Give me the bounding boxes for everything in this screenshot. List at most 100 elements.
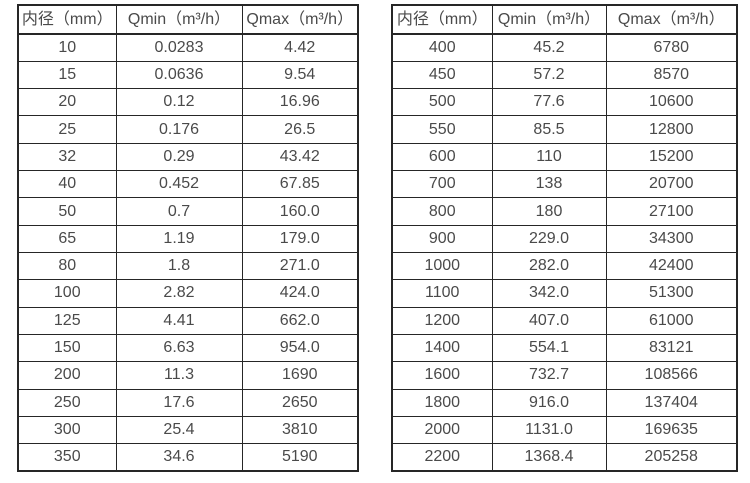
table-row: 10 0.0283 4.42 [17, 33, 359, 62]
table-row: 550 85.5 12800 [391, 115, 738, 144]
table-cell: 1800 [391, 388, 493, 417]
table-cell: 1690 [241, 361, 359, 390]
table-cell: 1.8 [115, 251, 243, 281]
table-cell: 25.4 [115, 415, 243, 445]
table-cell: 137404 [605, 388, 738, 417]
table-cell: 500 [391, 88, 493, 117]
table-cell: 205258 [605, 443, 738, 472]
table-row: 350 34.6 5190 [17, 443, 359, 472]
table-cell: 11.3 [115, 361, 243, 390]
table-cell: 1400 [391, 333, 493, 363]
table-row: 2000 1131.0 169635 [391, 415, 738, 445]
table-cell: 662.0 [241, 306, 359, 335]
table-cell: 160.0 [241, 197, 359, 226]
table-row: 1400 554.1 83121 [391, 333, 738, 363]
table-cell: 229.0 [491, 224, 607, 254]
table-cell: 10 [17, 33, 117, 62]
table-cell: 407.0 [491, 306, 607, 335]
table-row: 600 110 15200 [391, 142, 738, 172]
table-cell: 20700 [605, 170, 738, 199]
column-header: Qmin（m³/h） [491, 4, 607, 35]
table-cell: 138 [491, 170, 607, 199]
table-row: 300 25.4 3810 [17, 415, 359, 445]
column-header: Qmax（m³/h） [241, 4, 359, 35]
table-cell: 700 [391, 170, 493, 199]
table-cell: 3810 [241, 415, 359, 445]
table-cell: 200 [17, 361, 117, 390]
table-cell: 732.7 [491, 361, 607, 390]
table-cell: 10600 [605, 88, 738, 117]
table-row: 700 138 20700 [391, 170, 738, 199]
table-cell: 169635 [605, 415, 738, 445]
table-cell: 34300 [605, 224, 738, 254]
table-cell: 450 [391, 60, 493, 90]
table-cell: 51300 [605, 279, 738, 308]
table-cell: 0.29 [115, 142, 243, 172]
table-cell: 0.0636 [115, 60, 243, 90]
table-row: 400 45.2 6780 [391, 33, 738, 62]
table-cell: 26.5 [241, 115, 359, 144]
table-cell: 0.12 [115, 88, 243, 117]
table-cell: 1368.4 [491, 443, 607, 472]
table-cell: 67.85 [241, 170, 359, 199]
column-header: 内径（mm） [17, 4, 117, 35]
table-cell: 0.0283 [115, 33, 243, 62]
table-cell: 34.6 [115, 443, 243, 472]
flow-table-small-diameters: 内径（mm） Qmin（m³/h） Qmax（m³/h） 10 0.0283 4.42 1… [17, 4, 359, 472]
column-header: Qmax（m³/h） [605, 4, 738, 35]
table-cell: 1200 [391, 306, 493, 335]
table-cell: 20 [17, 88, 117, 117]
table-row: 32 0.29 43.42 [17, 142, 359, 172]
table-cell: 5190 [241, 443, 359, 472]
table-cell: 42400 [605, 251, 738, 281]
column-header: Qmin（m³/h） [115, 4, 243, 35]
table-cell: 4.42 [241, 33, 359, 62]
table-cell: 350 [17, 443, 117, 472]
table-cell: 125 [17, 306, 117, 335]
table-header-row: 内径（mm） Qmin（m³/h） Qmax（m³/h） [391, 4, 738, 35]
table-cell: 600 [391, 142, 493, 172]
table-cell: 15 [17, 60, 117, 90]
table-cell: 0.176 [115, 115, 243, 144]
table-cell: 1100 [391, 279, 493, 308]
table-cell: 16.96 [241, 88, 359, 117]
table-row: 1100 342.0 51300 [391, 279, 738, 308]
table-cell: 6.63 [115, 333, 243, 363]
table-cell: 27100 [605, 197, 738, 226]
table-cell: 8570 [605, 60, 738, 90]
table-row: 500 77.6 10600 [391, 88, 738, 117]
table-cell: 83121 [605, 333, 738, 363]
table-row: 1600 732.7 108566 [391, 361, 738, 390]
table-cell: 0.7 [115, 197, 243, 226]
table-row: 1200 407.0 61000 [391, 306, 738, 335]
table-cell: 80 [17, 251, 117, 281]
table-cell: 108566 [605, 361, 738, 390]
table-row: 20 0.12 16.96 [17, 88, 359, 117]
table-row: 80 1.8 271.0 [17, 251, 359, 281]
table-row: 1000 282.0 42400 [391, 251, 738, 281]
table-row: 25 0.176 26.5 [17, 115, 359, 144]
table-cell: 12800 [605, 115, 738, 144]
table-cell: 100 [17, 279, 117, 308]
table-cell: 1.19 [115, 224, 243, 254]
table-cell: 45.2 [491, 33, 607, 62]
table-cell: 554.1 [491, 333, 607, 363]
table-row: 1800 916.0 137404 [391, 388, 738, 417]
table-row: 800 180 27100 [391, 197, 738, 226]
table-row: 15 0.0636 9.54 [17, 60, 359, 90]
table-cell: 32 [17, 142, 117, 172]
table-cell: 1131.0 [491, 415, 607, 445]
table-row: 150 6.63 954.0 [17, 333, 359, 363]
table-cell: 61000 [605, 306, 738, 335]
table-row: 50 0.7 160.0 [17, 197, 359, 226]
table-cell: 85.5 [491, 115, 607, 144]
table-row: 450 57.2 8570 [391, 60, 738, 90]
table-cell: 282.0 [491, 251, 607, 281]
table-cell: 250 [17, 388, 117, 417]
table-row: 65 1.19 179.0 [17, 224, 359, 254]
table-row: 200 11.3 1690 [17, 361, 359, 390]
table-cell: 800 [391, 197, 493, 226]
table-cell: 17.6 [115, 388, 243, 417]
table-cell: 65 [17, 224, 117, 254]
table-row: 100 2.82 424.0 [17, 279, 359, 308]
